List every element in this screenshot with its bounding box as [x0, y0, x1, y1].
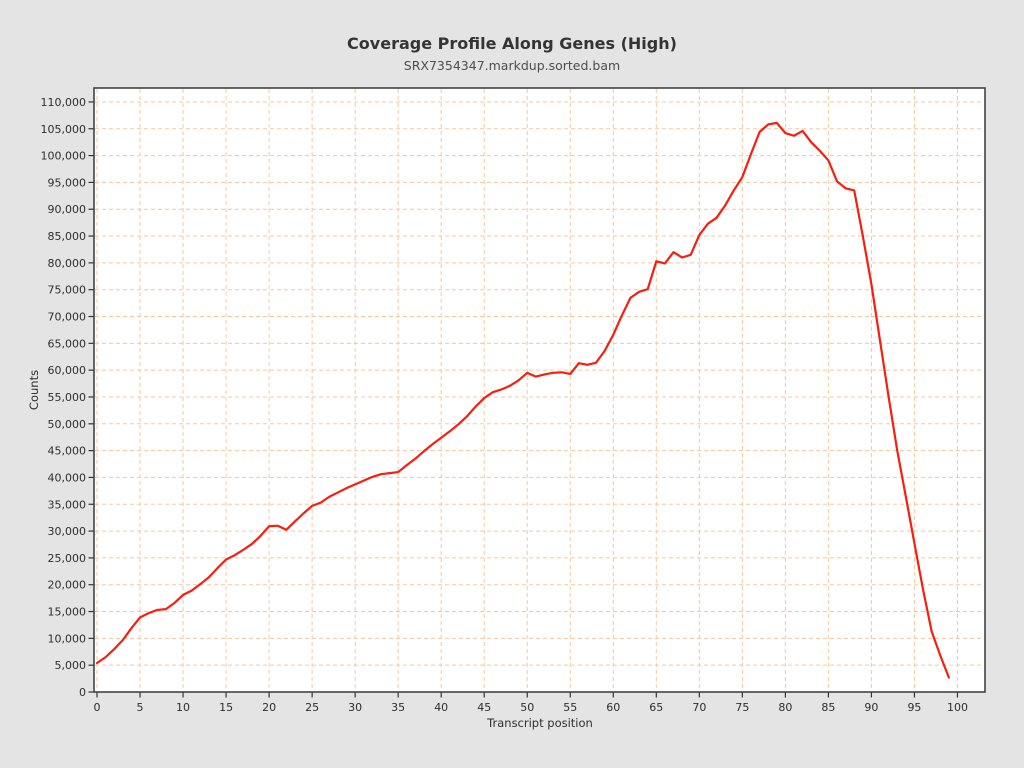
chart-subtitle: SRX7354347.markdup.sorted.bam — [404, 58, 620, 73]
svg-text:40,000: 40,000 — [48, 471, 87, 484]
chart-title: Coverage Profile Along Genes (High) — [347, 34, 677, 53]
svg-text:60,000: 60,000 — [48, 364, 87, 377]
svg-text:100,000: 100,000 — [41, 150, 87, 163]
tick-labels: 0 5,000 10,000 15,000 20,000 25,000 30,000 35,0… — [41, 96, 968, 714]
svg-text:35: 35 — [391, 701, 405, 714]
svg-text:100: 100 — [947, 701, 968, 714]
svg-text:15,000: 15,000 — [48, 606, 87, 619]
svg-text:80: 80 — [778, 701, 792, 714]
svg-text:70: 70 — [692, 701, 706, 714]
svg-text:15: 15 — [219, 701, 233, 714]
svg-text:25,000: 25,000 — [48, 552, 87, 565]
svg-text:30: 30 — [348, 701, 362, 714]
svg-text:45,000: 45,000 — [48, 445, 87, 458]
plot-border — [93, 87, 986, 693]
svg-text:35,000: 35,000 — [48, 498, 87, 511]
svg-text:90: 90 — [864, 701, 878, 714]
svg-text:60: 60 — [606, 701, 620, 714]
y-axis-label: Counts — [27, 370, 41, 410]
svg-text:5,000: 5,000 — [55, 659, 87, 672]
x-axis-label: Transcript position — [486, 716, 593, 730]
svg-text:95: 95 — [907, 701, 921, 714]
svg-text:20: 20 — [262, 701, 276, 714]
coverage-line — [95, 121, 950, 679]
svg-text:90,000: 90,000 — [48, 203, 87, 216]
svg-text:65: 65 — [649, 701, 663, 714]
svg-text:0: 0 — [94, 701, 101, 714]
svg-text:10,000: 10,000 — [48, 632, 87, 645]
svg-text:85: 85 — [821, 701, 835, 714]
svg-text:45: 45 — [477, 701, 491, 714]
svg-text:70,000: 70,000 — [48, 311, 87, 324]
svg-text:50: 50 — [520, 701, 534, 714]
svg-text:25: 25 — [305, 701, 319, 714]
axis-ticks — [88, 101, 959, 698]
plot-panel — [94, 88, 985, 692]
svg-text:30,000: 30,000 — [48, 525, 87, 538]
grid-lines — [95, 89, 984, 691]
svg-text:95,000: 95,000 — [48, 176, 87, 189]
svg-text:75: 75 — [735, 701, 749, 714]
svg-text:55,000: 55,000 — [48, 391, 87, 404]
svg-text:75,000: 75,000 — [48, 284, 87, 297]
svg-text:40: 40 — [434, 701, 448, 714]
svg-text:20,000: 20,000 — [48, 579, 87, 592]
svg-text:0: 0 — [79, 686, 86, 699]
svg-text:110,000: 110,000 — [41, 96, 87, 109]
svg-text:80,000: 80,000 — [48, 257, 87, 270]
svg-text:65,000: 65,000 — [48, 337, 87, 350]
svg-text:55: 55 — [563, 701, 577, 714]
svg-text:85,000: 85,000 — [48, 230, 87, 243]
svg-text:5: 5 — [137, 701, 144, 714]
svg-text:50,000: 50,000 — [48, 418, 87, 431]
svg-text:105,000: 105,000 — [41, 123, 87, 136]
svg-text:10: 10 — [176, 701, 190, 714]
